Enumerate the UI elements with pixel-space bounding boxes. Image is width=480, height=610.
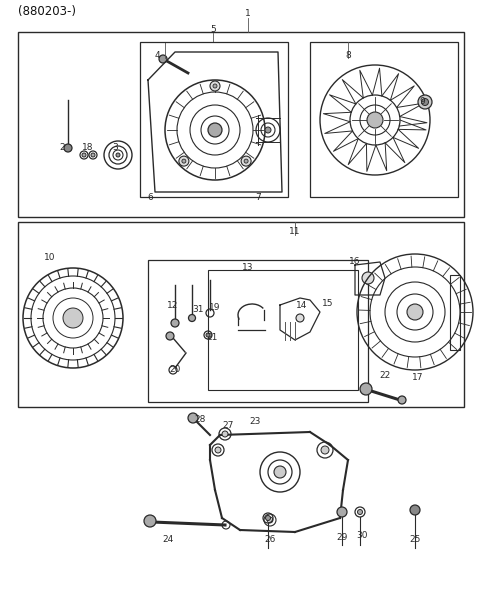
Circle shape [208, 123, 222, 137]
Text: 2: 2 [59, 143, 65, 152]
Circle shape [189, 315, 195, 321]
Circle shape [367, 112, 383, 128]
Bar [18, 32, 464, 217]
Circle shape [179, 156, 189, 166]
Bar [148, 260, 368, 402]
Text: 14: 14 [296, 301, 308, 309]
Circle shape [171, 319, 179, 327]
Circle shape [182, 159, 186, 163]
Circle shape [116, 153, 120, 157]
Bar [450, 275, 460, 350]
Text: 19: 19 [209, 304, 221, 312]
Text: 9: 9 [419, 98, 425, 107]
Circle shape [267, 517, 273, 523]
Circle shape [91, 153, 95, 157]
Circle shape [63, 308, 83, 328]
Circle shape [362, 272, 374, 284]
Circle shape [421, 98, 429, 106]
Circle shape [215, 447, 221, 453]
Bar [310, 42, 458, 197]
Text: 30: 30 [356, 531, 368, 540]
Text: 11: 11 [289, 228, 301, 237]
Circle shape [159, 55, 167, 63]
Circle shape [166, 332, 174, 340]
Text: 8: 8 [345, 51, 351, 60]
Text: 4: 4 [154, 51, 160, 60]
Text: 1: 1 [245, 10, 251, 18]
Circle shape [244, 159, 248, 163]
Text: 28: 28 [194, 415, 206, 425]
Circle shape [398, 396, 406, 404]
Circle shape [407, 304, 423, 320]
Circle shape [274, 466, 286, 478]
Circle shape [222, 431, 228, 437]
Text: 15: 15 [322, 298, 334, 307]
Text: 3: 3 [112, 143, 118, 152]
Text: 16: 16 [349, 257, 361, 267]
Text: 31: 31 [192, 306, 204, 315]
Text: 18: 18 [82, 143, 94, 152]
Text: 24: 24 [162, 536, 174, 545]
Text: 13: 13 [242, 264, 254, 273]
Circle shape [188, 413, 198, 423]
Circle shape [418, 95, 432, 109]
Text: 21: 21 [206, 334, 218, 342]
Circle shape [64, 144, 72, 152]
Text: (880203-): (880203-) [18, 5, 76, 18]
Text: 20: 20 [169, 365, 180, 375]
Circle shape [358, 509, 362, 514]
Text: 7: 7 [255, 193, 261, 203]
Text: 5: 5 [210, 26, 216, 35]
Text: 12: 12 [168, 301, 179, 309]
Circle shape [206, 333, 210, 337]
Text: 22: 22 [379, 370, 391, 379]
Text: 27: 27 [222, 420, 234, 429]
Circle shape [82, 153, 86, 157]
Circle shape [321, 446, 329, 454]
Text: 26: 26 [264, 536, 276, 545]
Circle shape [265, 127, 271, 133]
Text: 10: 10 [44, 254, 56, 262]
Text: 17: 17 [412, 373, 424, 382]
Bar [18, 222, 464, 407]
Circle shape [410, 505, 420, 515]
Circle shape [337, 507, 347, 517]
Circle shape [296, 314, 304, 322]
Circle shape [360, 383, 372, 395]
Bar [208, 270, 358, 390]
Circle shape [144, 515, 156, 527]
Circle shape [210, 81, 220, 91]
Text: 25: 25 [409, 536, 420, 545]
Text: 23: 23 [249, 417, 261, 426]
Circle shape [265, 515, 271, 520]
Text: 29: 29 [336, 534, 348, 542]
Text: 6: 6 [147, 193, 153, 203]
Circle shape [241, 156, 251, 166]
Circle shape [213, 84, 217, 88]
Bar [140, 42, 288, 197]
